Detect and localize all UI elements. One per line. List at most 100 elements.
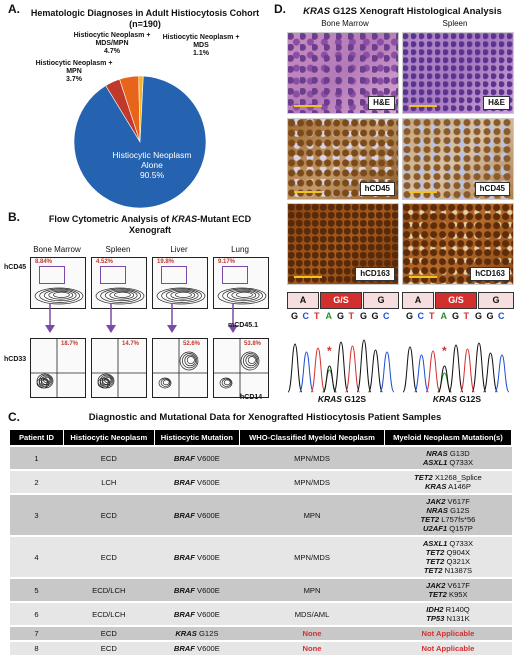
quadrant-percent: 52.6% [183,341,201,347]
contour-line [184,354,196,367]
tissue-label: Spleen [105,245,131,254]
gate-box [39,266,65,284]
contour-line [179,351,199,371]
table-row: 3 ECD BRAF V600E MPN JAK2 V617F NRAS G12S TET2… [9,493,512,536]
gate-arrow [228,303,238,333]
contour-line [231,290,257,300]
myeloid-mutation: NRAS G13D [426,449,470,458]
base-letter: G [360,311,368,321]
flow-plot-hcd33: 14.7% [91,338,147,398]
mutation-label: KRAS G12S [317,394,367,404]
cell-myeloid-mutations: Not Applicable [384,625,512,641]
base-letter: T [314,311,320,321]
codon-box: G [478,292,514,309]
table-row: 5 ECD/LCH BRAF V600E MPN JAK2 V617F TET2 K95X [9,577,512,602]
cell-myeloid-mutations: IDH2 R140Q TP53 N131K [384,601,512,626]
myeloid-mutation: TET2 N1387S [423,566,473,575]
trace-peak-mutant [438,365,451,393]
trace-peak [345,345,360,393]
contour-line [243,353,259,369]
base-letter: A [440,311,448,321]
histo-bm-cd45: hCD45 [287,118,399,200]
contour-line [53,291,70,298]
quadrant-percent: 18.7% [61,341,79,347]
pie-label-mdsmpn: Histiocytic Neoplasm + MDS/MPN 4.7% [73,32,151,55]
contour-line [186,356,195,365]
cell-who-neoplasm: MPN [239,493,385,536]
histo-sp-cd45: hCD45 [402,118,514,200]
arrow-head [45,325,55,333]
contour-line [226,289,260,302]
contour-line [34,287,84,305]
cell-myeloid-mutations: ASXL1 Q733X TET2 Q904X TET2 Q321X TET2 N138… [384,535,512,578]
flow-plot-hcd45: 19.8% [152,257,208,309]
contour-line [175,291,192,298]
base-letter: C [417,311,425,321]
table-row: 8 ECD BRAF V600E None Not Applicable [9,640,512,655]
contour-line [114,291,131,298]
scale-bar [294,191,322,193]
mutation-star: * [442,344,447,358]
table-row: 7 ECD KRAS G12S None Not Applicable [9,625,512,641]
codon-box: G/S [435,292,477,309]
flow-plot-hcd45: 9.17% [213,257,269,309]
tissue-label: Liver [170,245,188,254]
base-letter: G [291,311,299,321]
trace-peak [425,350,441,393]
codon-box: G [363,292,399,309]
stain-tag: H&E [483,96,510,110]
myeloid-mutation: JAK2 V617F [426,497,470,506]
contour-line [43,289,77,302]
contour-line [222,288,263,303]
contour-line [156,287,206,305]
gate-arrow [167,303,177,333]
codon-box: A [402,292,434,309]
cell-myeloid-mutations: JAK2 V617F NRAS G12S TET2 L757fs*56 U2AF1 Q… [384,493,512,536]
panel-d-title: KRAS G12S Xenograft Histological Analysi… [303,6,502,17]
scale-bar [294,105,322,107]
mutation-table: Patient ID Histiocytic Neoplasm Histiocy… [9,429,513,655]
contour-line [104,289,138,302]
cell-neoplasm: ECD [63,640,155,655]
trace-peak [471,342,487,393]
cell-myeloid-mutations: JAK2 V617F TET2 K95X [384,577,512,602]
base-letter: G [452,311,460,321]
contour-line [48,290,74,300]
cell-who-neoplasm: MPN/MDS [239,445,385,470]
chromatogram-trace [287,339,395,393]
histo-sp-cd163: hCD163 [402,203,514,285]
base-letter: T [348,311,355,321]
gate-box [161,266,187,284]
header-who-neoplasm: WHO-Classified Myeloid Neoplasm [239,429,385,447]
base-letter: T [463,311,470,321]
contour-line [99,378,110,387]
gate-arrow [45,303,55,333]
cell-patient-id: 4 [9,535,64,578]
chromatogram-spleen: A G/S G G C T A G T G G C * KRAS G12S [402,292,514,406]
trace-peak [356,339,372,393]
flow-plot-hcd45: 4.52% [91,257,147,309]
gate-percent: 8.84% [35,259,53,265]
cell-myeloid-mutations: Not Applicable [384,640,512,655]
myeloid-mutation: ASXL1 Q733X [422,458,474,467]
panel-b-title: Flow Cytometric Analysis of KRAS-Mutant … [48,214,252,235]
cell-patient-id: 8 [9,640,64,655]
table-row: 6 ECD/LCH BRAF V600E MDS/AML IDH2 R140Q TP53 … [9,601,512,626]
codon-box: G/S [320,292,362,309]
contour-line [221,378,232,387]
myeloid-mutation: NRAS G12S [426,506,470,515]
base-letter: C [383,311,390,321]
header-myeloid-mutations: Myeloid Neoplasm Mutation(s) [383,429,513,447]
contour-line [101,379,109,386]
trace-peak [460,348,475,393]
panel-a-label: A. [8,2,20,16]
contour-line [109,290,135,300]
base-letter: G [475,311,483,321]
contour-line [40,379,48,386]
cell-who-neoplasm: MDS/AML [239,601,385,626]
trace-peak [414,354,429,393]
cell-neoplasm: ECD/LCH [63,577,155,602]
cell-neoplasm: ECD [63,535,155,578]
pie-slice-0 [73,75,207,209]
scale-bar [294,276,322,278]
